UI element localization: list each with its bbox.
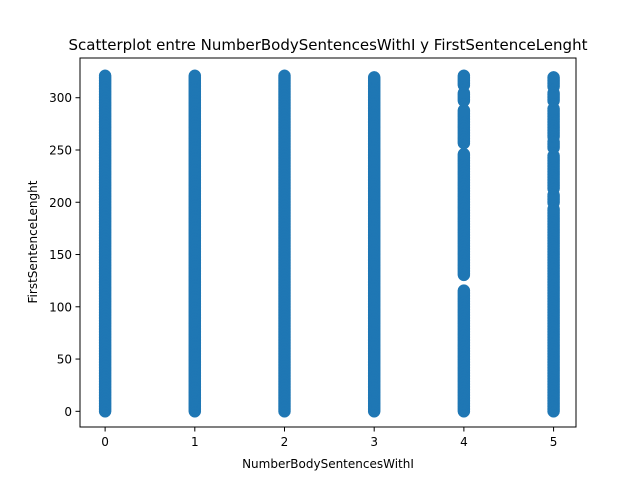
x-tick-label: 1 — [191, 435, 199, 449]
y-tick-label: 200 — [49, 196, 72, 210]
plot-area — [98, 69, 560, 418]
point-column-x0 — [98, 69, 112, 418]
y-tick-label: 150 — [49, 248, 72, 262]
point-column-x2 — [278, 69, 291, 418]
data-point — [457, 147, 471, 161]
point-column-x1 — [188, 69, 202, 418]
data-point — [547, 71, 560, 84]
plot-frame — [79, 57, 577, 428]
point-column-x5 — [547, 71, 560, 418]
data-point — [367, 71, 381, 84]
y-tick-label: 300 — [49, 91, 72, 105]
y-axis-label: FirstSentenceLenght — [26, 180, 40, 303]
y-tick-label: 50 — [57, 353, 72, 367]
y-tick-label: 0 — [64, 405, 72, 419]
data-point — [278, 69, 291, 83]
y-tick-label: 100 — [49, 300, 72, 314]
point-column-x4 — [457, 69, 471, 418]
data-point — [457, 69, 471, 83]
x-tick-label: 4 — [460, 435, 468, 449]
point-column-x3 — [367, 71, 381, 418]
y-tick-label: 250 — [49, 143, 72, 157]
x-tick-label: 5 — [550, 435, 558, 449]
x-axis: 0 1 2 3 4 5 — [101, 427, 557, 449]
y-axis: 0 50 100 150 200 250 300 — [49, 91, 80, 419]
x-tick-label: 2 — [281, 435, 289, 449]
x-axis-label: NumberBodySentencesWithI — [242, 457, 414, 471]
data-point — [188, 69, 202, 83]
data-point — [98, 69, 112, 83]
data-point — [457, 284, 471, 297]
chart-title: Scatterplot entre NumberBodySentencesWit… — [69, 36, 588, 54]
x-tick-label: 0 — [101, 435, 109, 449]
x-tick-label: 3 — [370, 435, 378, 449]
